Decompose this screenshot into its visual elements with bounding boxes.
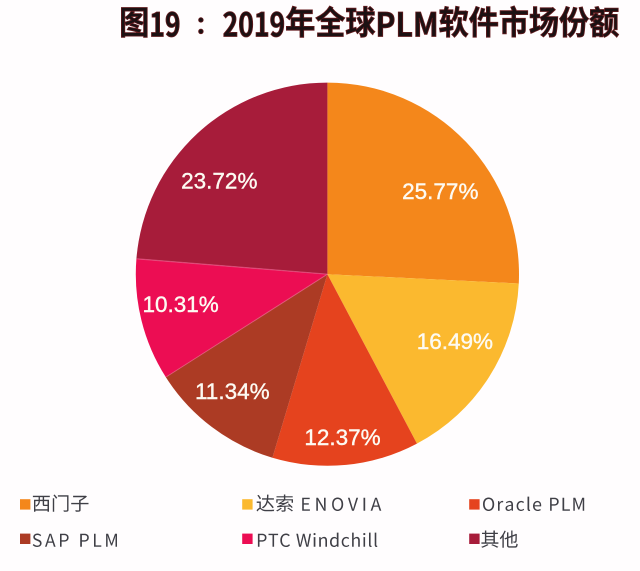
svg-text:11.34%: 11.34%: [195, 379, 270, 404]
svg-text:23.72%: 23.72%: [181, 169, 257, 194]
svg-text:25.77%: 25.77%: [402, 179, 478, 204]
svg-text:16.49%: 16.49%: [417, 329, 493, 354]
svg-text:12.37%: 12.37%: [304, 425, 380, 450]
svg-text:10.31%: 10.31%: [142, 292, 218, 317]
